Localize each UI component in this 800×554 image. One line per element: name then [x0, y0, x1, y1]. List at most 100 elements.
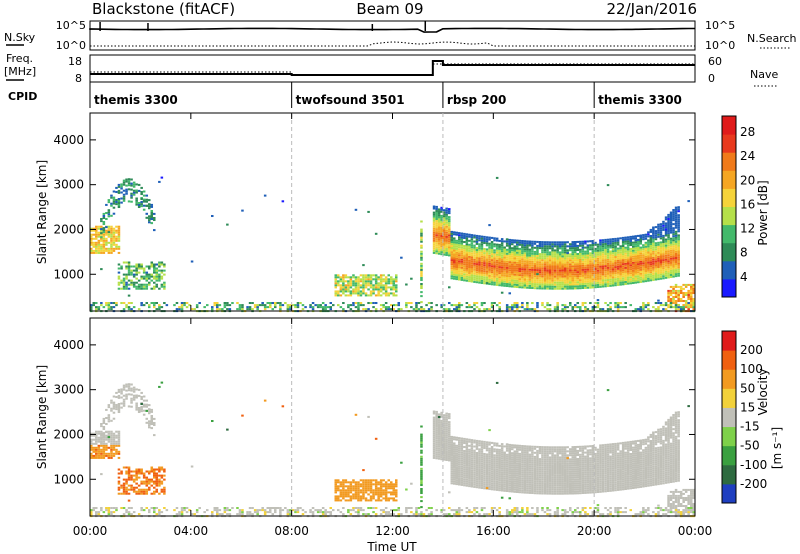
power-cell-1753	[621, 251, 625, 254]
velocity-cell-941	[533, 461, 537, 464]
velocity-cell-383	[473, 463, 476, 466]
velocity-cell-1131	[553, 454, 557, 457]
power-cell-1413	[586, 286, 590, 289]
power-cell-2768	[163, 283, 166, 286]
power-cell-2818	[347, 294, 350, 297]
power-cell-804	[518, 243, 522, 246]
power-cell-916	[531, 258, 534, 261]
power-cell-1896	[637, 244, 640, 247]
power-cell-86	[440, 220, 443, 223]
power-cell-651	[503, 274, 506, 277]
power-cell-594	[495, 249, 499, 252]
velocity-cell-176	[450, 456, 454, 459]
velocity-cell-1055	[546, 464, 549, 467]
power-cell-2174	[664, 226, 668, 229]
power-cell-2580	[140, 201, 143, 204]
power-cell-620	[498, 243, 501, 246]
power-cell-556	[493, 281, 496, 284]
velocity-cell-732	[511, 454, 514, 457]
velocity-cell-1211	[563, 482, 567, 485]
power-cell-2603	[148, 203, 151, 206]
velocity-cell-1228	[563, 448, 567, 451]
power-cell-1140	[556, 277, 559, 280]
power-cell-2674	[135, 281, 138, 284]
power-cell-2002	[649, 261, 653, 264]
power-cell-2509	[112, 198, 116, 201]
power-cell-1341	[576, 246, 580, 249]
power-cell-1951	[644, 270, 648, 273]
power-cell-1570	[601, 245, 605, 248]
power-cell-972	[538, 285, 542, 288]
power-cell-3476	[455, 306, 459, 309]
power-cell-51	[437, 244, 441, 247]
velocity-cell-13	[432, 430, 436, 433]
power-cell-3682	[669, 306, 673, 309]
power-cell-666	[503, 240, 506, 243]
power-cell-3519	[498, 306, 501, 309]
power-cell-2291	[674, 240, 678, 243]
velocity-cell-752	[513, 460, 517, 463]
power-cell-2588	[142, 198, 146, 201]
velocity-cell-762	[516, 486, 519, 489]
power-cell-767	[516, 271, 519, 274]
power-cell-1461	[591, 280, 595, 283]
power-cell-237	[458, 268, 461, 271]
power-cell-1525	[596, 243, 600, 246]
power-cell-1905	[639, 272, 643, 275]
power-cell-2151	[664, 274, 668, 277]
power-cell-1256	[569, 279, 572, 282]
power-cell-558	[493, 277, 496, 280]
power-cell-1538	[599, 261, 602, 264]
power-cell-745	[513, 269, 517, 272]
power-cell-3650	[634, 308, 638, 311]
power-cell-648	[503, 280, 506, 283]
velocity-cell-107	[442, 430, 446, 433]
velocity-cell-16	[432, 424, 436, 427]
velocity-cell-592	[495, 458, 499, 461]
power-cell-1303	[574, 277, 577, 280]
power-cell-2863	[359, 292, 363, 295]
power-cell-754	[513, 251, 517, 254]
velocity-cell-406	[475, 462, 479, 465]
power-cell-2057	[654, 254, 658, 257]
power-cell-1396	[584, 276, 587, 279]
power-cell-187	[453, 277, 456, 280]
velocity-cell-1132	[553, 450, 557, 453]
power-cell-1968	[644, 233, 648, 236]
power-cell-2611	[150, 205, 154, 208]
power-cell-2860	[357, 278, 360, 281]
velocity-cell-1070	[548, 482, 552, 485]
power-cell-2778	[334, 284, 338, 287]
power-cell-3275	[246, 308, 249, 311]
velocity-cell-1116	[553, 484, 557, 487]
power-cell-459	[480, 243, 484, 246]
power-cell-1055	[546, 259, 549, 262]
freq-label: Freq.	[6, 52, 33, 65]
power-cell-1112	[553, 287, 557, 290]
power-cell-762	[516, 281, 519, 284]
power-cell-3265	[236, 302, 239, 305]
velocity-cell-1220	[563, 464, 567, 467]
power-cell-2401	[102, 247, 106, 250]
power-cell-2845	[354, 288, 358, 291]
power-cell-3225	[190, 260, 194, 263]
power-cell-1865	[634, 259, 638, 262]
power-cell-1860	[634, 269, 638, 272]
power-cell-992	[538, 241, 542, 244]
power-cell-868	[526, 260, 529, 263]
velocity-cell-161	[448, 415, 451, 418]
velocity-cell-504	[485, 449, 489, 452]
velocity-cell-18	[432, 420, 436, 423]
power-cell-880	[528, 284, 532, 287]
power-cell-858	[526, 280, 529, 283]
velocity-cell-975	[538, 484, 542, 487]
velocity-cell-652	[503, 477, 506, 480]
velocity-cell-639	[500, 455, 504, 458]
power-cell-2059	[654, 250, 658, 253]
power-cell-2258	[672, 243, 675, 246]
power-cell-561	[493, 271, 496, 274]
power-cell-2573	[137, 206, 141, 209]
power-cell-3111	[420, 266, 423, 269]
power-cell-1891	[637, 255, 640, 258]
power-cell-783	[516, 239, 519, 242]
